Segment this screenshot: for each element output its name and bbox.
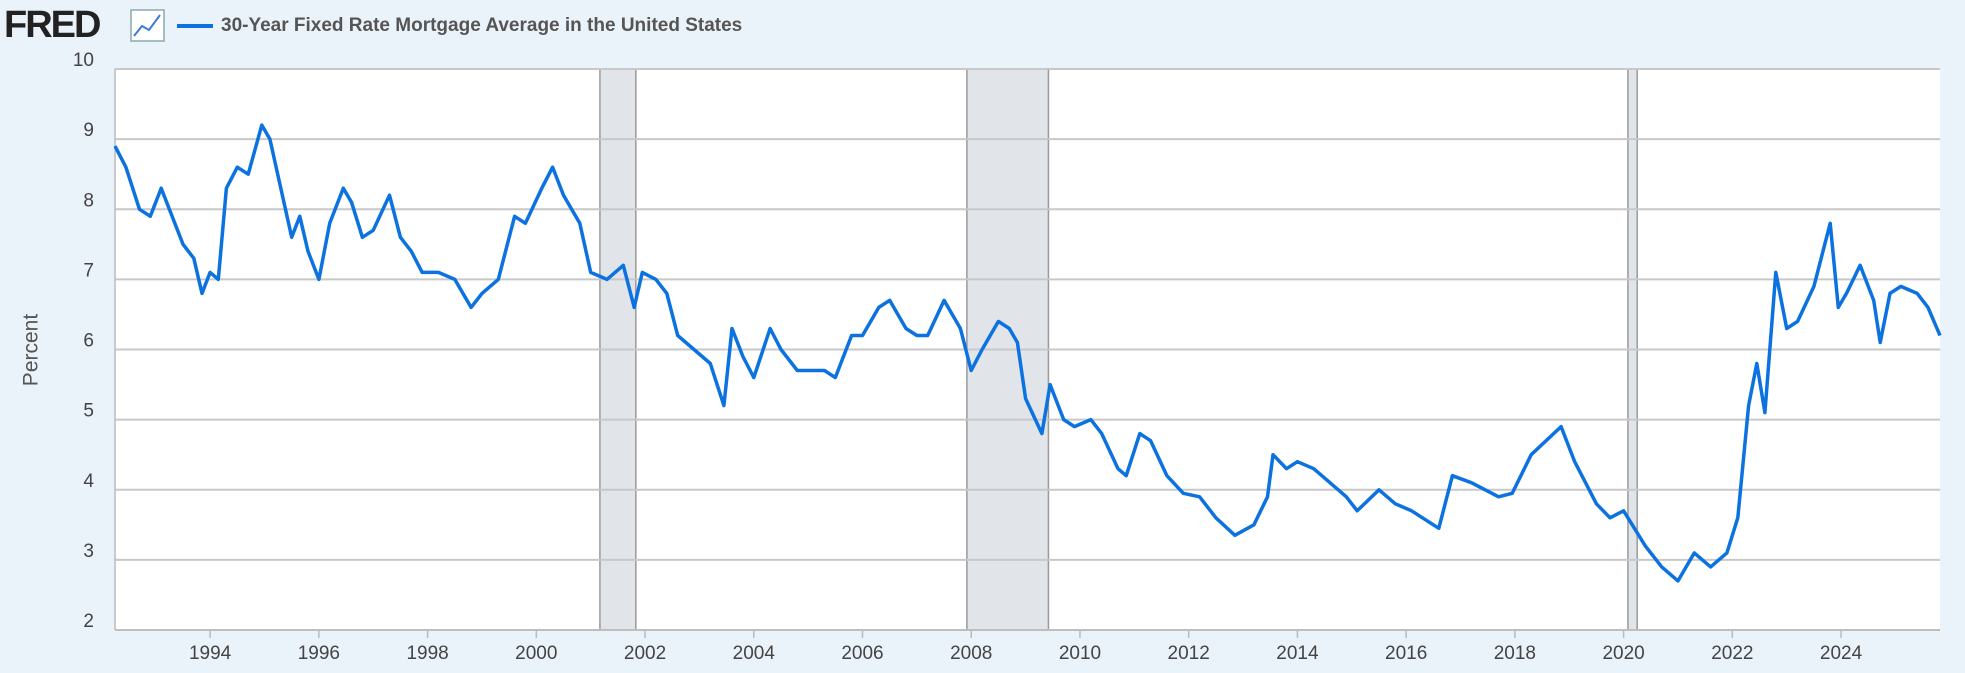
x-tick-label: 2014 (1276, 643, 1319, 664)
y-tick-label: 10 (73, 50, 94, 71)
x-tick-label: 1998 (406, 643, 448, 664)
y-tick-label: 3 (83, 541, 94, 562)
x-tick-label: 2012 (1168, 643, 1210, 664)
x-tick-label: 2002 (624, 643, 666, 664)
logo[interactable]: FRED (4, 4, 102, 46)
x-tick-label: 2006 (841, 643, 883, 664)
y-tick-label: 8 (83, 190, 94, 211)
x-tick-label: 1996 (298, 643, 340, 664)
series-line (113, 123, 1942, 583)
x-tick-label: 2016 (1385, 643, 1427, 664)
y-tick-label: 5 (83, 401, 94, 422)
y-tick-label: 4 (83, 471, 94, 492)
x-tick-label: 2018 (1494, 643, 1536, 664)
x-tick-label: 2024 (1820, 643, 1863, 664)
y-tick-label: 2 (83, 611, 94, 632)
legend-label: 30-Year Fixed Rate Mortgage Average in t… (221, 15, 742, 36)
y-tick-label: 7 (83, 260, 94, 281)
x-tick-label: 1994 (189, 643, 232, 664)
y-tick-label: 9 (83, 120, 94, 141)
y-tick-label: 6 (83, 331, 94, 352)
x-tick-label: 2010 (1059, 643, 1101, 664)
x-tick-label: 2020 (1602, 643, 1644, 664)
x-tick-label: 2004 (733, 643, 776, 664)
x-tick-label: 2000 (515, 643, 557, 664)
x-tick-label: 2008 (950, 643, 992, 664)
x-tick-label: 2022 (1711, 643, 1753, 664)
y-axis-label: Percent (20, 314, 43, 387)
logo-icon (130, 9, 165, 42)
